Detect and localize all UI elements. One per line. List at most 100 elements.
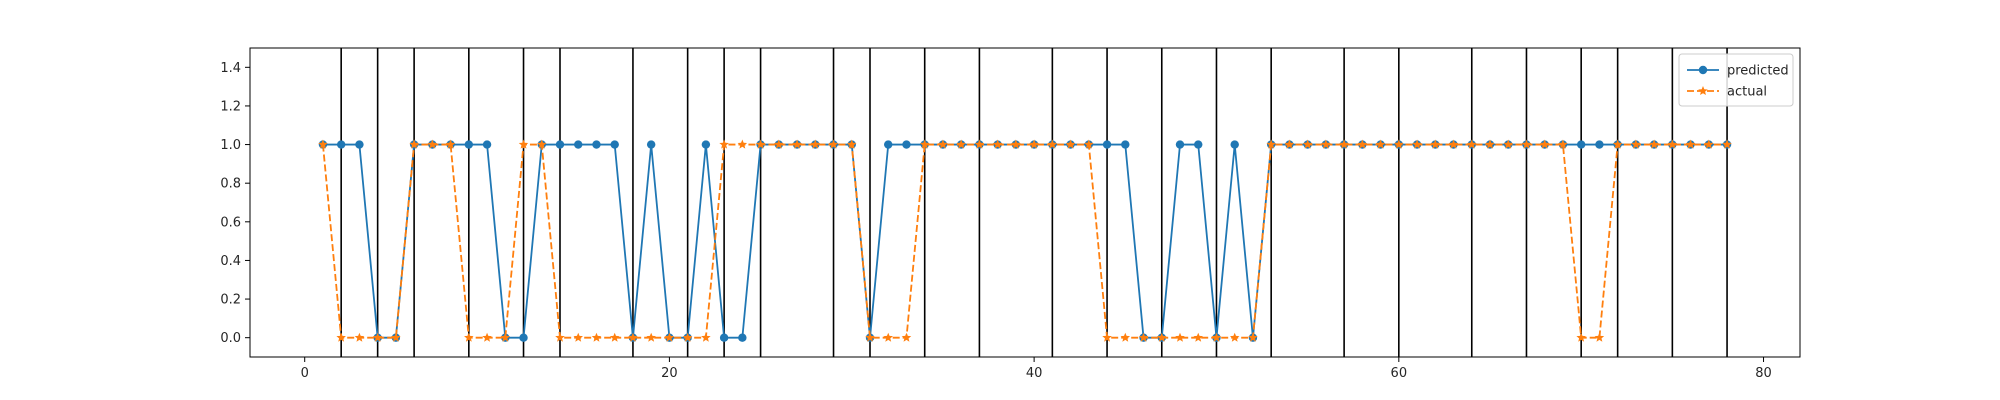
data-point	[1230, 140, 1239, 149]
data-point	[884, 140, 893, 149]
data-point	[1194, 140, 1203, 149]
data-point	[482, 332, 492, 342]
data-point	[336, 332, 346, 342]
data-point	[1685, 139, 1696, 149]
vertical-lines	[340, 48, 1728, 357]
y-axis: 0.0 0.2 0.4 0.6 0.8 1.0 1.2 1.4	[220, 61, 250, 346]
y-tick-label: 0.4	[220, 254, 241, 269]
data-point	[518, 139, 529, 149]
data-point	[719, 333, 729, 342]
data-point	[464, 140, 474, 149]
legend-label: predicted	[1727, 64, 1789, 79]
data-point	[592, 140, 601, 149]
data-point	[445, 139, 456, 149]
data-point	[1576, 140, 1586, 149]
data-point	[1248, 332, 1258, 342]
data-point	[1485, 139, 1495, 149]
data-point	[938, 139, 948, 149]
data-point	[609, 332, 620, 342]
legend: predicted actual	[1678, 53, 1794, 107]
data-point	[901, 332, 912, 342]
data-point	[1211, 332, 1222, 342]
series-layer	[318, 139, 1732, 342]
data-point	[1157, 332, 1167, 342]
data-point	[1430, 139, 1441, 149]
data-point	[1521, 139, 1532, 149]
y-tick-label: 1.0	[220, 138, 241, 153]
data-point	[1138, 332, 1149, 342]
data-point	[1612, 139, 1623, 149]
data-point	[1065, 139, 1076, 149]
data-point	[755, 139, 766, 149]
legend-box	[1678, 53, 1794, 107]
data-point	[1102, 140, 1112, 149]
data-point	[738, 333, 747, 342]
data-point	[646, 332, 656, 342]
data-point	[1412, 139, 1422, 149]
y-tick-label: 0.8	[220, 177, 241, 192]
x-tick-label: 80	[1755, 366, 1772, 381]
data-point	[701, 332, 711, 342]
legend-label: actual	[1727, 85, 1767, 100]
axes-frame	[249, 47, 1801, 358]
x-tick-label: 20	[661, 366, 678, 381]
data-point	[1539, 139, 1550, 149]
data-point	[336, 140, 346, 149]
data-point	[664, 332, 675, 342]
y-tick-label: 1.4	[220, 61, 241, 76]
data-point	[1284, 139, 1295, 149]
y-tick-label: 0.0	[220, 331, 241, 346]
data-point	[1121, 140, 1130, 149]
data-point	[719, 139, 729, 149]
data-point	[391, 332, 401, 342]
data-point	[1120, 332, 1131, 342]
data-point	[1649, 139, 1659, 149]
data-point	[792, 139, 802, 149]
data-point	[1084, 139, 1094, 149]
data-point	[1229, 332, 1240, 342]
data-point	[847, 139, 857, 149]
data-point	[1595, 140, 1604, 149]
data-point	[1503, 139, 1513, 149]
data-point	[574, 140, 583, 149]
data-point	[883, 332, 893, 342]
data-point	[1047, 139, 1058, 149]
data-point	[1339, 139, 1349, 149]
series-actual	[318, 139, 1732, 342]
data-point	[919, 139, 930, 149]
data-point	[902, 140, 911, 149]
data-point	[1266, 139, 1276, 149]
series-line-predicted	[322, 143, 1728, 339]
data-point	[737, 139, 748, 149]
data-point	[1102, 332, 1112, 342]
data-point	[1175, 332, 1185, 342]
data-point	[701, 140, 711, 149]
data-point	[372, 332, 383, 342]
data-point	[519, 333, 528, 342]
data-point	[318, 139, 328, 149]
data-point	[573, 332, 583, 342]
data-point	[1394, 139, 1404, 149]
data-point	[555, 140, 565, 149]
data-point	[591, 332, 602, 342]
data-point	[610, 140, 619, 149]
data-point	[956, 139, 966, 149]
data-point	[1722, 139, 1732, 149]
data-point	[354, 332, 365, 342]
legend-marker	[1698, 65, 1708, 75]
data-point	[1631, 139, 1641, 149]
data-point	[1594, 332, 1605, 342]
series-line-actual	[322, 143, 1728, 339]
data-point	[1667, 139, 1678, 149]
data-point	[409, 139, 419, 149]
data-point	[974, 139, 985, 149]
x-tick-label: 0	[301, 366, 309, 381]
data-point	[828, 139, 839, 149]
data-point	[682, 332, 693, 342]
data-point	[1175, 140, 1185, 149]
y-tick-label: 0.6	[220, 215, 241, 230]
data-point	[992, 139, 1003, 149]
data-point	[355, 140, 364, 149]
data-point	[500, 332, 511, 342]
